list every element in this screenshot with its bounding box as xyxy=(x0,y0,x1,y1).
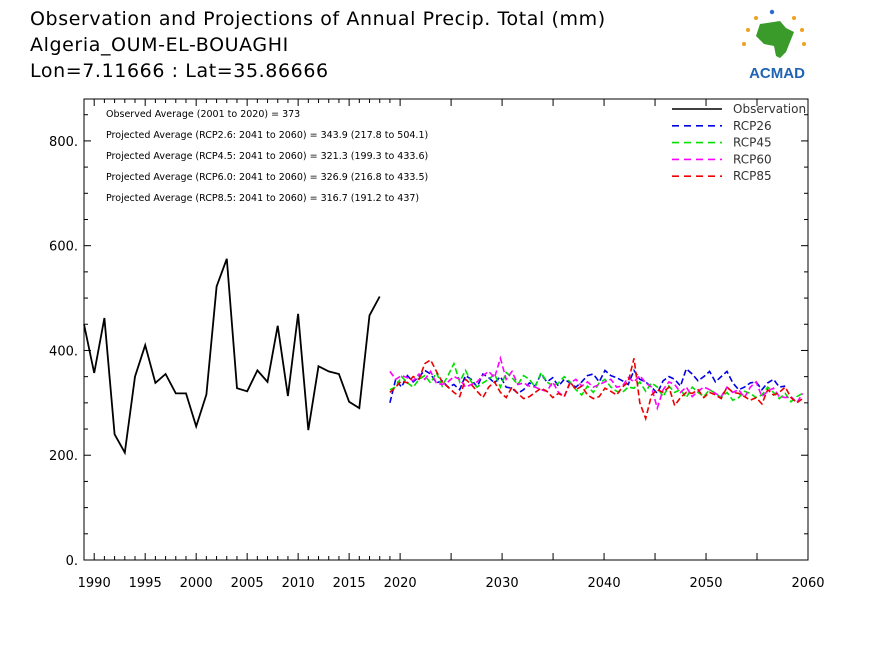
x-tick-label: 2015 xyxy=(333,576,366,591)
annotation-0: Observed Average (2001 to 2020) = 373 xyxy=(106,109,300,120)
y-tick-label: 800. xyxy=(49,135,78,150)
annotation-2: Projected Average (RCP4.5: 2041 to 2060)… xyxy=(106,151,428,162)
series-line-rcp26 xyxy=(389,367,786,403)
annotation-3: Projected Average (RCP6.0: 2041 to 2060)… xyxy=(106,172,428,183)
series-line-rcp45 xyxy=(389,361,803,404)
x-tick-label: 2005 xyxy=(231,576,264,591)
series-line-observation xyxy=(83,258,381,456)
x-tick-label: 2050 xyxy=(689,576,722,591)
africa-map-logo-icon xyxy=(742,9,806,58)
x-tick-label: 2010 xyxy=(282,576,315,591)
x-tick-label: 2030 xyxy=(486,576,519,591)
acmad-logo-text: ACMAD xyxy=(749,65,805,82)
annotation-1: Projected Average (RCP2.6: 2041 to 2060)… xyxy=(106,130,428,141)
legend-label-rcp26: RCP26 xyxy=(733,119,772,133)
annotation-4: Projected Average (RCP8.5: 2041 to 2060)… xyxy=(106,193,419,204)
y-tick-label: 200. xyxy=(49,449,78,464)
y-tick-label: 400. xyxy=(49,344,78,359)
legend-label-rcp60: RCP60 xyxy=(733,152,772,166)
legend-label-observation: Observation xyxy=(733,102,806,116)
acmad-logo: ACMAD xyxy=(742,9,806,82)
x-tick-label: 2000 xyxy=(180,576,213,591)
coordinates-label: Lon=7.11666 : Lat=35.86666 xyxy=(30,60,329,82)
y-tick-label: 600. xyxy=(49,240,78,255)
x-tick-label: 2020 xyxy=(384,576,417,591)
x-tick-label: 2060 xyxy=(791,576,824,591)
legend-label-rcp85: RCP85 xyxy=(733,169,772,183)
legend-label-rcp45: RCP45 xyxy=(733,136,772,150)
plot-frame xyxy=(83,98,809,561)
chart-title: Observation and Projections of Annual Pr… xyxy=(30,8,606,30)
x-tick-label: 2040 xyxy=(588,576,621,591)
series-line-rcp60 xyxy=(389,355,804,411)
y-tick-label: 0. xyxy=(66,554,78,569)
x-tick-label: 1990 xyxy=(78,576,111,591)
location-name: Algeria_OUM-EL-BOUAGHI xyxy=(30,34,289,56)
x-tick-label: 1995 xyxy=(129,576,162,591)
